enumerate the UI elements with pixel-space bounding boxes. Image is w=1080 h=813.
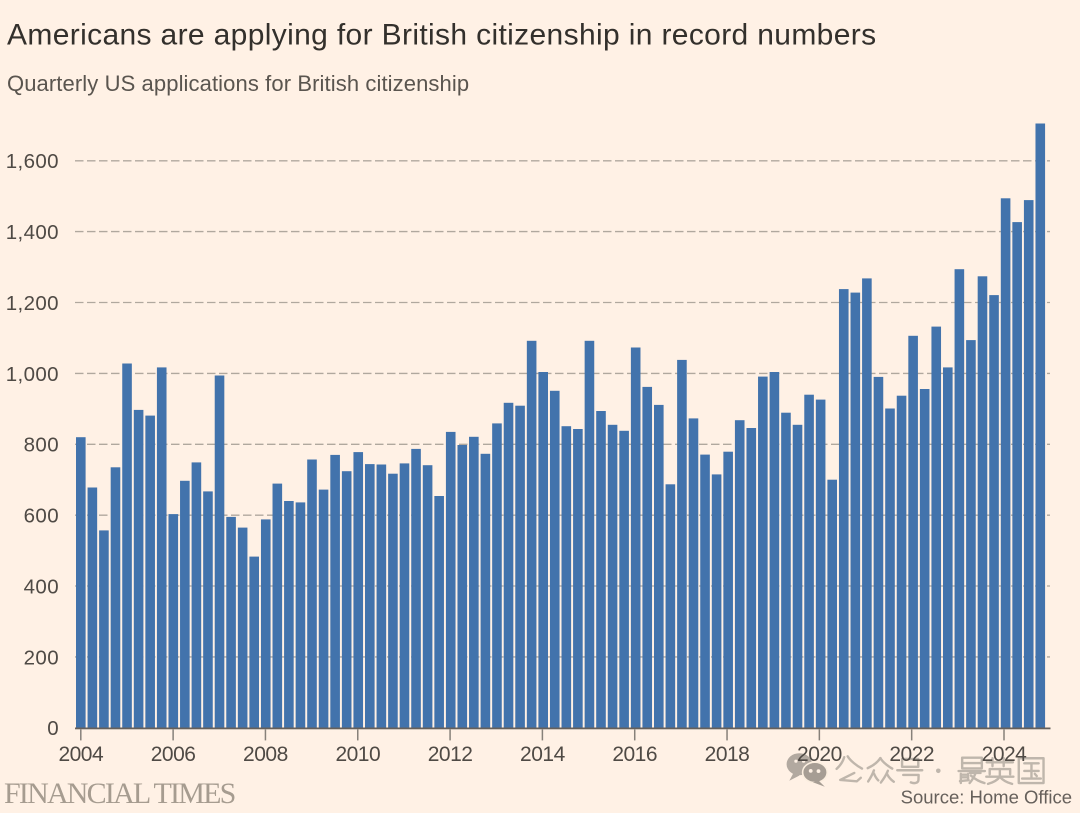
svg-text:Americans are applying for Bri: Americans are applying for British citiz… <box>7 19 876 52</box>
svg-text:2016: 2016 <box>612 743 657 766</box>
svg-text:400: 400 <box>24 575 59 598</box>
svg-text:2018: 2018 <box>705 743 750 766</box>
svg-text:2022: 2022 <box>889 743 934 766</box>
svg-text:2014: 2014 <box>520 743 566 766</box>
svg-text:2004: 2004 <box>58 743 104 766</box>
svg-text:1,200: 1,200 <box>6 292 59 315</box>
svg-text:2008: 2008 <box>243 743 288 766</box>
svg-text:Quarterly US applications for: Quarterly US applications for British ci… <box>7 71 469 96</box>
svg-text:200: 200 <box>24 646 59 669</box>
svg-text:2006: 2006 <box>151 743 196 766</box>
svg-text:2010: 2010 <box>335 743 380 766</box>
svg-text:2012: 2012 <box>428 743 473 766</box>
svg-text:1,600: 1,600 <box>6 150 59 173</box>
svg-text:FINANCIAL TIMES: FINANCIAL TIMES <box>4 777 235 810</box>
svg-text:1,000: 1,000 <box>6 363 59 386</box>
svg-text:600: 600 <box>24 505 59 528</box>
svg-text:1,400: 1,400 <box>6 221 59 244</box>
svg-text:Source: Home Office: Source: Home Office <box>901 787 1072 808</box>
svg-text:0: 0 <box>47 717 59 740</box>
svg-text:2020: 2020 <box>797 743 842 766</box>
svg-text:2024: 2024 <box>982 743 1028 766</box>
svg-text:800: 800 <box>24 434 59 457</box>
